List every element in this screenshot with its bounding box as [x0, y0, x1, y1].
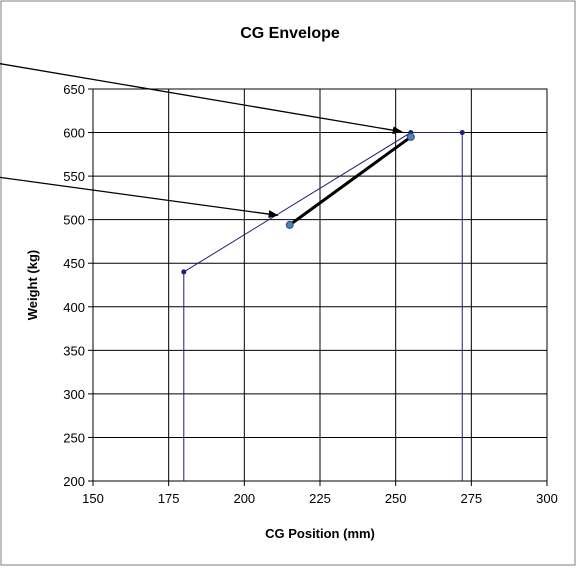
y-tick-label: 650	[63, 82, 85, 97]
x-axis-label: CG Position (mm)	[265, 526, 375, 541]
x-tick-label: 225	[309, 491, 331, 506]
y-tick-label: 350	[63, 343, 85, 358]
annotation-arrow	[0, 63, 403, 135]
tick-labels: 200 250 300 350 400 450 500 550 600 650 150 175 200 2…	[63, 82, 558, 506]
y-tick-label: 450	[63, 256, 85, 271]
x-tick-label: 175	[158, 491, 180, 506]
chart-title: CG Envelope	[240, 25, 340, 42]
y-tick-label: 300	[63, 387, 85, 402]
x-tick-label: 250	[385, 491, 407, 506]
x-tick-label: 300	[536, 491, 558, 506]
envelope-point	[459, 130, 465, 136]
y-tick-label: 550	[63, 169, 85, 184]
y-tick-label: 250	[63, 430, 85, 445]
x-tick-label: 150	[82, 491, 104, 506]
grid-lines	[88, 88, 548, 486]
y-tick-label: 600	[63, 126, 85, 141]
y-axis-label: Weight (kg)	[25, 250, 40, 321]
x-tick-label: 275	[460, 491, 482, 506]
y-tick-label: 400	[63, 300, 85, 315]
annotation-arrow	[0, 176, 279, 219]
loading-line	[288, 135, 412, 227]
data-series	[181, 130, 465, 481]
loading-point	[285, 220, 294, 229]
x-tick-label: 200	[233, 491, 255, 506]
annotation-arrows	[0, 63, 403, 219]
y-tick-label: 200	[63, 474, 85, 489]
loading-point	[406, 132, 415, 141]
y-tick-label: 500	[63, 213, 85, 228]
envelope-point	[181, 269, 187, 275]
